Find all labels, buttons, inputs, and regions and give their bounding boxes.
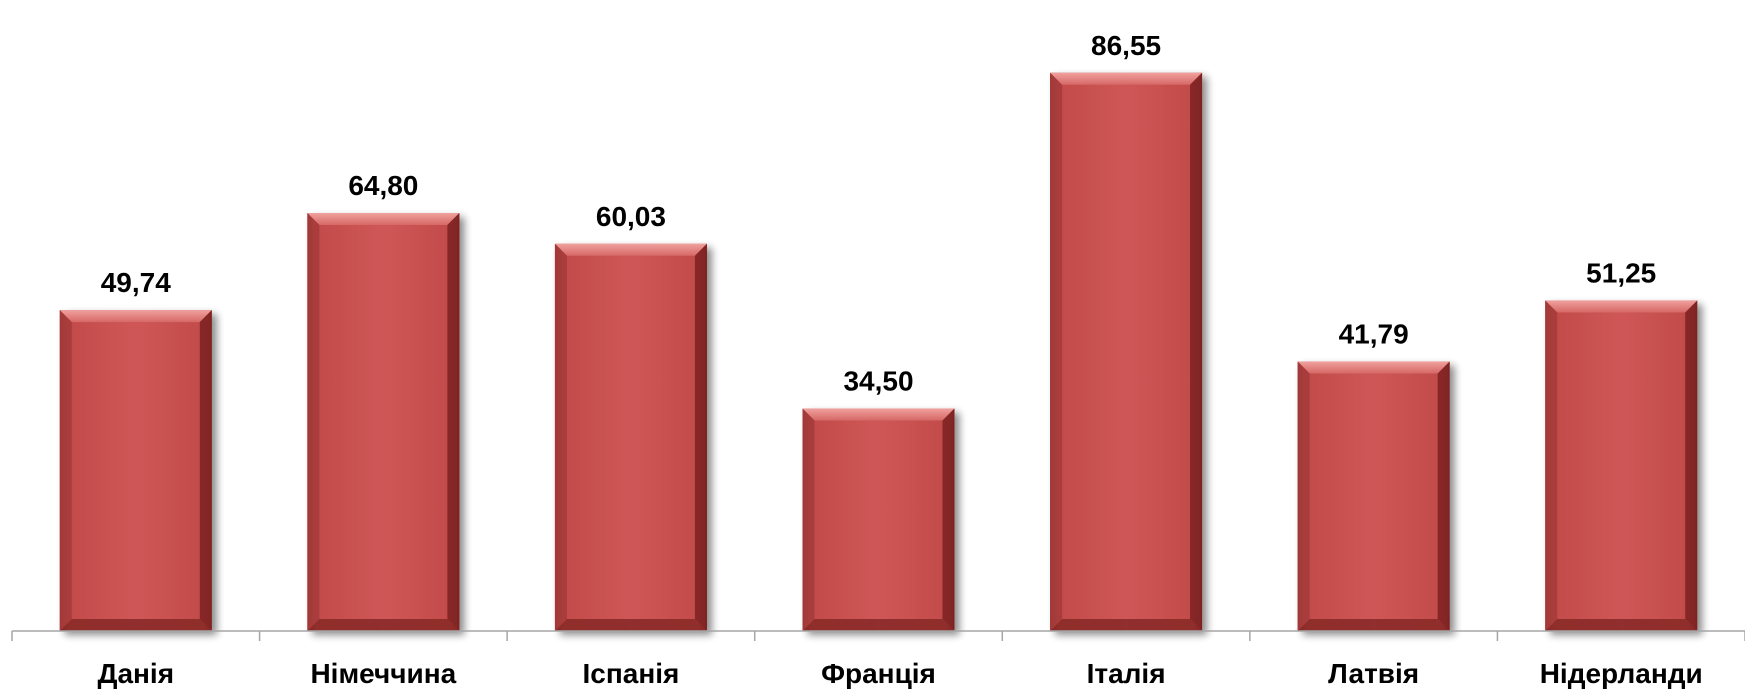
bar-bevel-top xyxy=(554,243,707,256)
data-label: 60,03 xyxy=(596,201,666,232)
bar-2 xyxy=(307,213,460,632)
bar-bevel-top xyxy=(1297,361,1450,374)
bar-bevel-right xyxy=(942,408,955,631)
data-label: 86,55 xyxy=(1091,30,1161,61)
x-axis-ticks xyxy=(11,631,1745,641)
data-label: 49,74 xyxy=(101,267,171,298)
bar-bevel-top xyxy=(802,408,955,421)
bar-body xyxy=(1297,361,1450,631)
bar-bevel-bottom xyxy=(1297,619,1450,631)
bar-bevel-top xyxy=(1545,300,1698,313)
x-tick-label: Латвія xyxy=(1328,658,1419,689)
bar-body xyxy=(1545,300,1698,631)
bar-bevel-top xyxy=(1050,72,1203,85)
x-axis-tick-labels: Данія Німеччина Іспанія Франція Італія Латвія… xyxy=(98,658,1703,689)
bar-bevel-bottom xyxy=(554,619,707,631)
x-tick-label: Італія xyxy=(1087,658,1166,689)
bar-bevel-bottom xyxy=(59,619,212,631)
bar-body xyxy=(59,310,212,631)
bar-bevel-bottom xyxy=(1050,619,1203,631)
bar-bevel-left xyxy=(1050,72,1063,631)
bar-7 xyxy=(1545,300,1698,631)
data-label: 51,25 xyxy=(1586,257,1656,288)
bar-bevel-right xyxy=(447,213,460,632)
bar-bevel-top xyxy=(307,213,460,226)
bar-bevel-right xyxy=(1190,72,1203,631)
value-labels-layer: 49,74 64,80 60,03 34,50 86,55 41,79 51,25 xyxy=(101,30,1657,397)
bar-bevel-bottom xyxy=(307,619,460,631)
bars-layer xyxy=(59,72,1698,632)
bar-6 xyxy=(1297,361,1450,631)
bar-bevel-left xyxy=(554,243,567,631)
bar-4 xyxy=(802,408,955,631)
bar-bevel-right xyxy=(1685,300,1698,631)
bar-3 xyxy=(554,243,707,631)
bar-bevel-left xyxy=(307,213,320,632)
bar-1 xyxy=(59,310,212,631)
bar-body xyxy=(554,243,707,631)
data-label: 41,79 xyxy=(1339,318,1409,349)
bar-bevel-bottom xyxy=(1545,619,1698,631)
x-tick-label: Німеччина xyxy=(310,658,456,689)
bar-body xyxy=(802,408,955,631)
bar-bevel-bottom xyxy=(802,619,955,631)
bar-bevel-right xyxy=(1437,361,1450,631)
x-tick-label: Іспанія xyxy=(582,658,679,689)
x-tick-label: Нідерланди xyxy=(1540,658,1703,689)
bar-body xyxy=(1050,72,1203,631)
bar-bevel-right xyxy=(694,243,707,631)
bar-5 xyxy=(1050,72,1203,631)
bar-bevel-left xyxy=(1297,361,1310,631)
bar-bevel-top xyxy=(59,310,212,323)
data-label: 64,80 xyxy=(348,170,418,201)
bar-body xyxy=(307,213,460,632)
data-label: 34,50 xyxy=(843,365,913,396)
bar-bevel-right xyxy=(199,310,212,631)
x-tick-label: Данія xyxy=(98,658,175,689)
bar-bevel-left xyxy=(59,310,72,631)
bar-bevel-left xyxy=(802,408,815,631)
x-tick-label: Франція xyxy=(821,658,936,689)
bar-bevel-left xyxy=(1545,300,1558,631)
